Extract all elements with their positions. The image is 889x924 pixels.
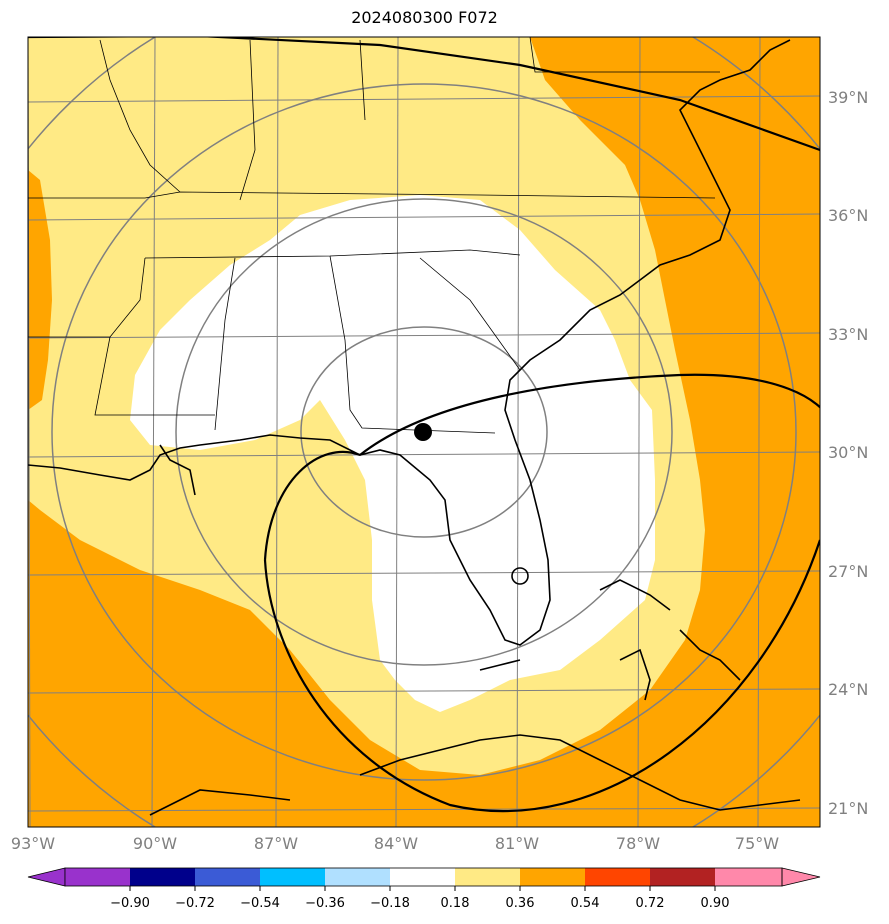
lat-label: 21°N: [828, 799, 869, 818]
lat-label: 33°N: [828, 325, 869, 344]
colorbar-tick-label: −0.18: [370, 896, 410, 911]
colorbar-tick-label: 0.54: [570, 896, 600, 911]
colorbar-tick-label: 0.90: [700, 896, 730, 911]
lon-label: 81°W: [494, 834, 540, 853]
colorbar-tick-label: 0.36: [505, 896, 535, 911]
lat-label: 39°N: [828, 88, 869, 107]
colorbar-bin: [65, 868, 130, 886]
map-title: 2024080300 F072: [351, 8, 498, 27]
colorbar-tick-label: 0.72: [635, 896, 665, 911]
lon-label: 93°W: [10, 834, 56, 853]
graticule: [28, 37, 820, 827]
colorbar-extend-high: [781, 867, 821, 887]
colorbar-tick-label: −0.54: [240, 896, 280, 911]
track-lines: [28, 37, 820, 813]
colorbar-tick-label: −0.36: [305, 896, 345, 911]
map-plot-area: [28, 37, 820, 827]
colorbar-tick-label: −0.72: [175, 896, 215, 911]
lon-label: 87°W: [253, 834, 299, 853]
colorbar-tick-label: −0.90: [110, 896, 150, 911]
storm-position-marker: [414, 423, 432, 441]
colorbar-tick-label: 0.18: [440, 896, 470, 911]
range-rings: [28, 37, 820, 827]
colorbar-bin: [260, 868, 325, 886]
lat-label: 30°N: [828, 443, 869, 462]
field-orange-left: [28, 170, 52, 410]
lat-label: 27°N: [828, 562, 869, 581]
map-frame: [27, 36, 821, 828]
lon-label: 78°W: [615, 834, 661, 853]
state-borders: [28, 37, 720, 434]
lon-label: 75°W: [734, 834, 780, 853]
lat-label: 36°N: [828, 206, 869, 225]
coastlines: [28, 39, 801, 816]
colorbar-bin: [455, 868, 520, 886]
colorbar-bin: [585, 868, 650, 886]
lat-label: 24°N: [828, 680, 869, 699]
lon-label: 90°W: [132, 834, 178, 853]
colorbar-bin: [130, 868, 195, 886]
colorbar-bin: [325, 868, 390, 886]
colorbar-bin: [520, 868, 585, 886]
colorbar-extend-low: [27, 867, 66, 887]
colorbar-bin: [390, 868, 455, 886]
colorbar: [27, 867, 821, 891]
colorbar-bin: [715, 868, 782, 886]
colorbar-bin: [195, 868, 260, 886]
colorbar-outline: [64, 867, 783, 887]
colorbar-bin: [650, 868, 715, 886]
lon-label: 84°W: [373, 834, 419, 853]
